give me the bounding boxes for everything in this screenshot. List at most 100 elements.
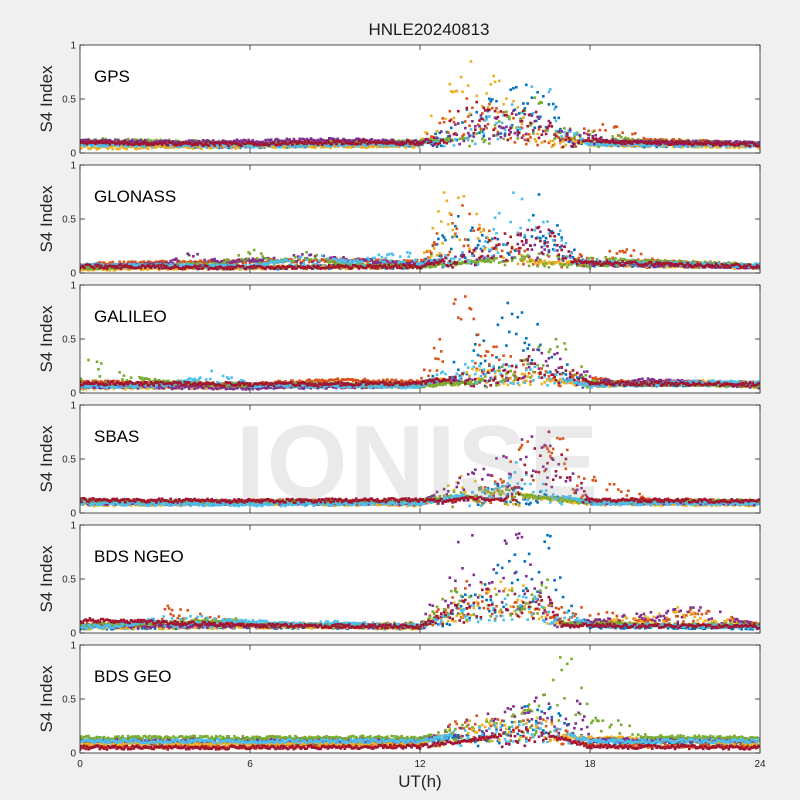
data-point: [286, 139, 290, 142]
data-point: [320, 138, 324, 142]
data-point: [340, 142, 344, 146]
data-point: [102, 268, 106, 271]
data-point: [642, 145, 646, 149]
data-point: [522, 102, 525, 105]
data-point: [714, 264, 718, 267]
data-point: [336, 137, 340, 141]
data-point: [184, 140, 188, 143]
data-point: [418, 141, 422, 145]
data-point: [189, 262, 192, 265]
data-point: [135, 142, 138, 146]
data-point: [332, 256, 335, 259]
data-point: [520, 119, 524, 123]
data-point: [128, 260, 131, 264]
data-point: [536, 256, 539, 260]
data-point: [557, 130, 561, 133]
data-point: [306, 142, 310, 146]
data-point: [449, 247, 453, 251]
data-point: [194, 260, 198, 264]
data-point: [553, 142, 556, 146]
data-point: [347, 138, 351, 142]
data-point: [112, 269, 116, 272]
data-point: [642, 136, 646, 140]
data-point: [377, 261, 381, 264]
data-point: [386, 142, 389, 145]
data-point: [336, 261, 340, 264]
data-point: [628, 265, 631, 268]
data-point: [230, 260, 233, 263]
data-point: [641, 145, 644, 148]
data-point: [466, 115, 470, 118]
data-point: [172, 268, 175, 271]
data-point: [634, 143, 637, 147]
data-point: [389, 264, 392, 267]
data-point: [440, 220, 443, 223]
data-point: [539, 125, 542, 128]
data-point: [539, 115, 542, 119]
data-point: [302, 142, 306, 146]
data-point: [670, 265, 674, 269]
data-point: [115, 144, 119, 147]
data-point: [98, 143, 102, 147]
data-point: [498, 125, 501, 128]
data-point: [308, 260, 311, 264]
data-point: [631, 132, 634, 136]
data-point: [160, 262, 164, 265]
data-point: [228, 144, 232, 148]
data-point: [489, 100, 493, 103]
data-point: [571, 142, 575, 145]
data-point: [488, 229, 491, 233]
data-point: [556, 249, 559, 252]
data-point: [607, 140, 610, 143]
data-point: [598, 142, 602, 145]
data-point: [549, 88, 552, 91]
data-point: [141, 267, 144, 271]
data-point: [199, 141, 202, 145]
data-point: [221, 260, 225, 263]
data-point: [196, 260, 199, 264]
data-point: [291, 144, 294, 148]
data-point: [87, 147, 90, 150]
data-point: [710, 145, 714, 149]
data-point: [566, 134, 569, 138]
data-point: [162, 144, 165, 148]
data-point: [296, 145, 300, 149]
data-point: [682, 144, 685, 148]
data-point: [712, 144, 715, 147]
data-point: [452, 116, 456, 120]
data-point: [544, 129, 548, 132]
data-point: [353, 139, 357, 142]
data-point: [248, 140, 252, 144]
data-point: [94, 142, 97, 145]
data-point: [346, 141, 349, 145]
data-point: [163, 261, 167, 264]
data-point: [517, 131, 521, 134]
data-point: [81, 143, 85, 146]
data-point: [299, 143, 303, 147]
data-point: [522, 257, 525, 261]
data-point: [299, 262, 303, 265]
data-point: [510, 126, 514, 129]
data-point: [91, 144, 95, 148]
data-point: [519, 120, 522, 123]
data-point: [734, 143, 738, 147]
data-point: [532, 259, 535, 263]
data-point: [158, 141, 161, 145]
data-point: [611, 264, 614, 267]
data-point: [475, 94, 478, 98]
panel-data: [80, 60, 760, 151]
data-point: [372, 261, 375, 264]
data-point: [184, 144, 188, 147]
data-point: [408, 140, 412, 143]
data-point: [454, 132, 457, 135]
data-point: [298, 140, 301, 144]
data-point: [148, 260, 151, 263]
data-point: [243, 138, 246, 142]
data-point: [173, 143, 177, 147]
data-point: [196, 145, 199, 148]
data-point: [179, 265, 182, 269]
data-point: [342, 142, 345, 145]
data-point: [517, 252, 521, 256]
data-point: [529, 121, 532, 125]
data-point: [438, 261, 442, 265]
